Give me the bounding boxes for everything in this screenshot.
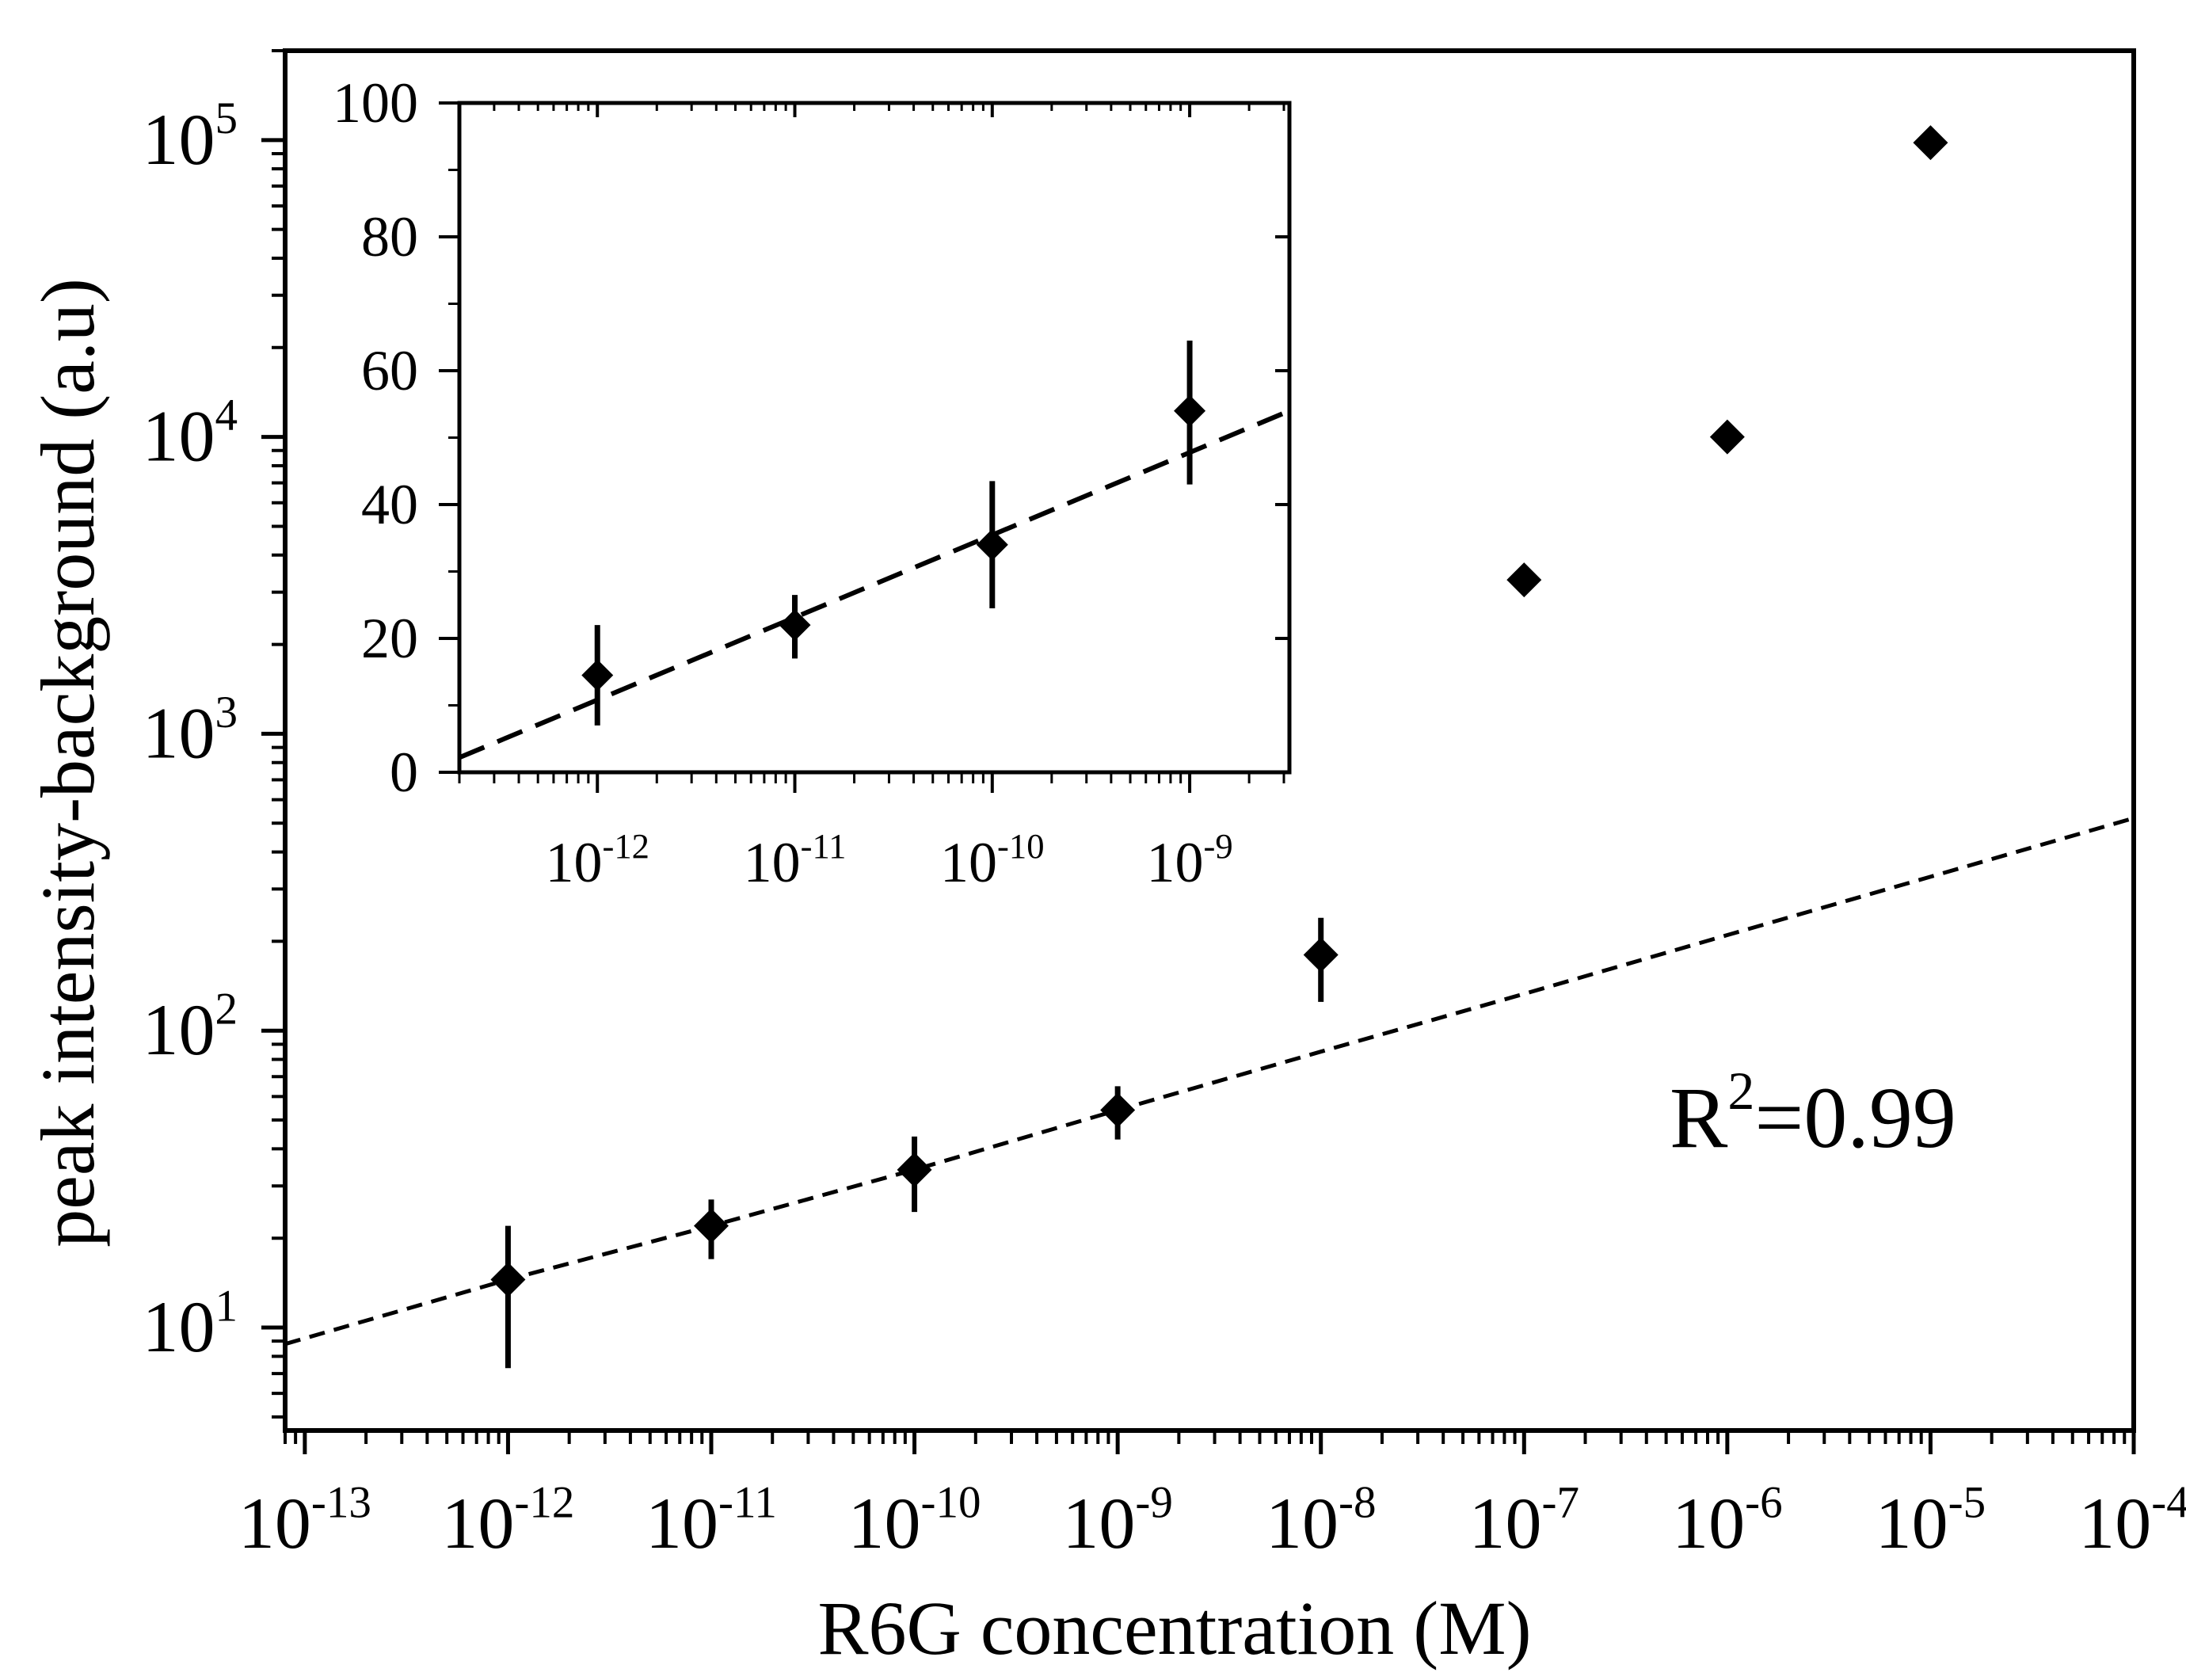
x-axis-label: R6G concentration (M): [817, 1586, 1531, 1670]
inset-frame: [457, 101, 1292, 775]
inset-y-tick-label: 0: [390, 741, 418, 804]
inset-data-point: [976, 528, 1008, 561]
inset-y-tick-label: 100: [333, 71, 418, 135]
inset-x-tick-label: 10-11: [744, 826, 847, 894]
data-point: [490, 1262, 526, 1297]
inset-data-point: [779, 609, 811, 642]
x-tick-label: 10-4: [2078, 1477, 2186, 1564]
x-tick-label: 10-12: [441, 1477, 574, 1564]
x-tick-label: 10-5: [1876, 1477, 1986, 1564]
data-point: [1913, 125, 1948, 161]
data-point: [1709, 419, 1745, 455]
inset-y-tick-label: 80: [361, 205, 418, 269]
y-axis-label: peak intensity-background (a.u): [25, 278, 110, 1248]
y-tick-label: 104: [142, 390, 238, 477]
y-tick-label: 105: [142, 93, 238, 180]
inset-x-tick-label: 10-10: [940, 826, 1045, 894]
y-tick-label: 102: [142, 985, 238, 1071]
inset-y-tick-label: 20: [361, 607, 418, 670]
main-plot: 10-13 10-12 10-11 10-10 10-9 10-8 10-7 10-6 10-5…: [142, 48, 2186, 1564]
inset-x-tick-label: 10-9: [1146, 826, 1232, 894]
inset-data-point: [581, 659, 614, 691]
x-tick-label: 10-6: [1672, 1477, 1783, 1564]
data-point: [694, 1208, 729, 1244]
y-tick-label: 101: [142, 1281, 238, 1367]
data-point: [1303, 937, 1339, 973]
fit-line: [284, 816, 2135, 1347]
data-point: [1100, 1092, 1136, 1128]
data-point: [1506, 562, 1542, 598]
y-tick-label: 103: [142, 688, 238, 774]
inset-x-tick-label: 10-12: [545, 826, 649, 894]
r-squared-annotation: R2=0.99: [1670, 1061, 1956, 1166]
x-tick-label: 10-10: [848, 1477, 981, 1564]
inset-y-tick-label: 60: [361, 339, 418, 402]
data-point: [897, 1152, 932, 1187]
inset-data-point: [1174, 394, 1206, 427]
main-plot-frame: [283, 48, 2136, 1433]
x-tick-label: 10-11: [646, 1477, 777, 1564]
x-tick-label: 10-8: [1266, 1477, 1377, 1564]
inset-y-tick-label: 40: [361, 473, 418, 536]
x-tick-label: 10-13: [238, 1477, 371, 1564]
x-tick-label: 10-7: [1469, 1477, 1580, 1564]
inset-plot: 0 20 40 60 80 100 10-12 10-11 10-10 10-9: [333, 71, 1292, 894]
x-tick-label: 10-9: [1062, 1477, 1173, 1564]
